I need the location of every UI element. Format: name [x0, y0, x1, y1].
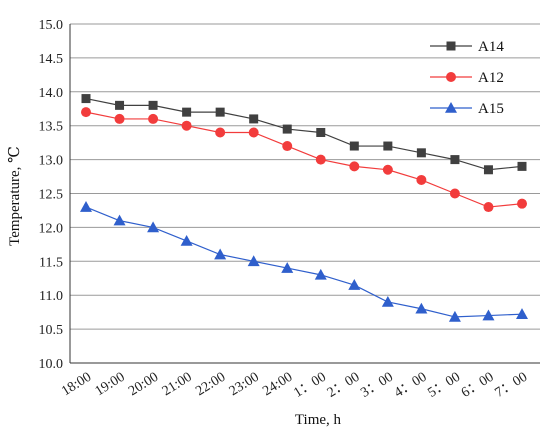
data-point-a14: [182, 107, 192, 117]
y-tick-label: 11.0: [39, 289, 63, 304]
y-tick-label: 12.5: [39, 188, 64, 203]
y-tick-label: 14.5: [39, 52, 64, 67]
legend-marker: [446, 72, 456, 82]
data-point-a15: [281, 262, 294, 273]
data-point-a15: [113, 214, 126, 226]
data-point-a12: [114, 113, 125, 124]
data-point-a15: [214, 248, 227, 260]
legend-label: A14: [478, 39, 504, 55]
x-tick-label: 7：00: [492, 370, 530, 401]
x-tick-label: 21:00: [160, 370, 195, 400]
series-layer: [80, 94, 528, 322]
x-tick-label: 23:00: [227, 370, 262, 400]
data-point-a15: [147, 221, 160, 233]
series-line-a12: [85, 111, 523, 208]
legend-item-a12: A12: [430, 70, 504, 86]
data-point-a12: [181, 120, 192, 131]
data-point-a14: [450, 155, 460, 165]
data-point-a14: [349, 141, 359, 151]
series-line-a15: [85, 206, 523, 318]
x-tick-label: 5：00: [425, 370, 463, 401]
data-point-a14: [148, 100, 158, 110]
legend: A14 A12 A15: [430, 39, 504, 117]
data-point-a15: [482, 309, 495, 321]
data-point-a12: [349, 161, 360, 172]
data-point-a14: [316, 127, 326, 137]
data-point-a12: [148, 113, 159, 124]
data-point-a12: [282, 141, 293, 152]
y-tick-label: 12.0: [39, 221, 64, 236]
data-point-a14: [81, 94, 91, 104]
series-a14: [81, 94, 527, 175]
grid-lines: [70, 23, 540, 330]
data-point-a14: [215, 107, 225, 117]
x-tick-label: 2：00: [325, 370, 363, 401]
y-tick-label: 13.5: [39, 120, 64, 135]
y-tick-label: 10.5: [39, 323, 64, 338]
data-point-a12: [517, 198, 527, 209]
x-axis-title: Time, h: [295, 412, 342, 428]
data-point-a15: [247, 255, 260, 267]
y-tick-label: 11.5: [39, 255, 63, 270]
legend-item-a14: A14: [430, 39, 504, 55]
legend-marker: [446, 41, 456, 51]
x-tick-label: 20:00: [126, 370, 161, 400]
data-point-a14: [282, 124, 292, 134]
legend-item-a15: A15: [430, 101, 504, 117]
data-point-a14: [416, 148, 426, 158]
y-axis-title: Temperature, ℃: [7, 146, 23, 246]
y-tick-label: 15.0: [39, 18, 64, 33]
data-point-a14: [383, 141, 393, 151]
y-axis-ticks: 10.0 10.5 11.0 11.5 12.0 12.5 13.0 13.5 14.0 14.5…: [39, 18, 64, 372]
axes: [69, 24, 540, 364]
data-point-a15: [448, 310, 461, 322]
data-point-a15: [348, 279, 361, 290]
legend-label: A12: [478, 70, 504, 86]
x-tick-label: 6：00: [459, 370, 497, 401]
data-point-a15: [180, 234, 193, 246]
data-point-a14: [517, 161, 527, 171]
data-point-a12: [382, 164, 393, 175]
x-axis-ticks: 18:0019:0020:0021:0022:0023:0024:001：002…: [59, 370, 530, 401]
x-tick-label: 24:00: [260, 370, 295, 400]
data-point-a12: [215, 127, 226, 138]
data-point-a15: [381, 295, 394, 307]
y-tick-label: 13.0: [39, 154, 64, 169]
data-point-a15: [415, 302, 428, 314]
x-tick-label: 18:00: [59, 370, 94, 400]
data-point-a14: [483, 165, 493, 175]
data-point-a12: [449, 188, 460, 199]
data-point-a12: [248, 127, 259, 138]
series-line-a14: [85, 97, 523, 171]
data-point-a14: [249, 114, 259, 124]
y-tick-label: 14.0: [39, 86, 64, 101]
x-tick-label: 22:00: [193, 370, 228, 400]
legend-label: A15: [478, 101, 504, 117]
data-point-a15: [314, 268, 327, 280]
x-tick-label: 4：00: [392, 370, 430, 401]
x-tick-label: 3：00: [358, 370, 396, 401]
legend-marker: [445, 102, 457, 113]
data-point-a12: [483, 202, 494, 213]
data-point-a14: [115, 100, 125, 110]
series-a12: [81, 107, 527, 213]
data-point-a12: [81, 107, 91, 118]
y-tick-label: 10.0: [39, 357, 64, 372]
data-point-a12: [315, 154, 326, 165]
data-point-a15: [80, 201, 92, 212]
x-tick-label: 19:00: [93, 370, 128, 400]
data-point-a15: [516, 308, 528, 319]
x-tick-label: 1：00: [291, 370, 329, 401]
data-point-a12: [416, 174, 427, 185]
series-a15: [80, 201, 528, 322]
